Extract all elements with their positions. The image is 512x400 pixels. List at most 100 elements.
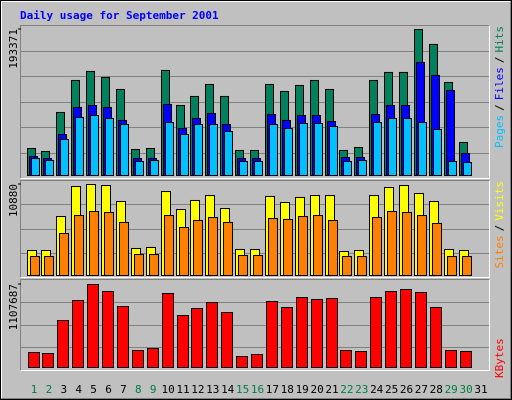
- x-tick-label: 11: [176, 383, 189, 396]
- bar: [194, 123, 203, 176]
- y-tick-label: 10880: [7, 184, 20, 217]
- x-tick-label: 26: [400, 383, 413, 396]
- bar: [236, 355, 248, 368]
- legend: Pages / Files / Hits: [493, 26, 506, 148]
- x-tick-label: 2: [46, 383, 53, 396]
- bar: [120, 123, 129, 176]
- bar: [415, 291, 427, 368]
- x-tick-label: 19: [296, 383, 309, 396]
- bar: [299, 122, 308, 176]
- panel-bevel: [20, 180, 490, 278]
- bar: [343, 160, 352, 176]
- legend: KBytes: [493, 338, 506, 378]
- x-tick-label: 6: [105, 383, 112, 396]
- bar: [370, 296, 382, 369]
- bar: [119, 221, 129, 276]
- bar: [191, 307, 203, 369]
- bar: [254, 160, 263, 176]
- x-tick-label: 27: [415, 383, 428, 396]
- bar: [447, 256, 457, 277]
- x-tick-label: 25: [385, 383, 398, 396]
- bar: [387, 211, 397, 276]
- bar: [102, 290, 114, 368]
- bar: [342, 256, 352, 277]
- bar: [134, 254, 144, 277]
- bar: [372, 217, 382, 277]
- bar: [251, 353, 263, 368]
- bar: [314, 122, 323, 176]
- bar: [44, 256, 54, 277]
- x-tick-label: 3: [60, 383, 67, 396]
- bar: [45, 159, 54, 176]
- bar: [206, 301, 218, 368]
- bar: [60, 138, 69, 176]
- x-tick-label: 7: [120, 383, 127, 396]
- bar: [266, 300, 278, 369]
- bar: [150, 159, 159, 176]
- bar: [283, 218, 293, 276]
- bar: [298, 216, 308, 277]
- bar: [132, 349, 144, 368]
- legend-entry: Visits: [493, 181, 506, 221]
- x-tick-label: 8: [135, 383, 142, 396]
- bar: [72, 299, 84, 368]
- bar: [269, 123, 278, 176]
- bar: [253, 255, 263, 277]
- panel-bevel: [20, 25, 490, 179]
- x-tick-label: 10: [161, 383, 174, 396]
- bar: [418, 121, 427, 176]
- bar: [358, 159, 367, 176]
- bar: [209, 123, 218, 176]
- bar: [179, 226, 189, 277]
- x-tick-label: 18: [281, 383, 294, 396]
- bar: [388, 117, 397, 176]
- bar: [28, 351, 40, 368]
- bar: [223, 221, 233, 276]
- bar: [87, 284, 99, 368]
- bar: [57, 319, 69, 369]
- bar: [105, 117, 114, 176]
- bar: [326, 297, 338, 368]
- x-tick-label: 13: [206, 383, 219, 396]
- bar: [355, 350, 367, 369]
- legend-entry: Pages: [493, 115, 506, 148]
- bar: [30, 256, 40, 277]
- bar: [430, 306, 442, 368]
- bar: [193, 219, 203, 276]
- bar: [462, 256, 472, 277]
- bar: [463, 161, 472, 177]
- bar: [400, 288, 412, 369]
- bar: [296, 296, 308, 369]
- bar: [433, 128, 442, 176]
- bar: [135, 160, 144, 176]
- bar: [385, 290, 397, 368]
- legend-entry: Files: [493, 67, 506, 100]
- legend-entry: KBytes: [493, 338, 506, 378]
- bar: [238, 255, 248, 277]
- bar: [432, 222, 442, 276]
- bar: [59, 233, 69, 276]
- bar: [313, 215, 323, 277]
- x-tick-label: 17: [266, 383, 279, 396]
- bar: [284, 127, 293, 176]
- bar: [75, 116, 84, 176]
- bar: [268, 218, 278, 277]
- x-tick-label: 30: [459, 383, 472, 396]
- bar: [74, 215, 84, 277]
- bar: [42, 352, 54, 368]
- bar: [402, 212, 412, 276]
- legend-separator: /: [493, 104, 506, 111]
- x-tick-label: 1: [31, 383, 38, 396]
- bar: [165, 121, 174, 176]
- x-tick-label: 9: [150, 383, 157, 396]
- x-tick-label: 14: [221, 383, 235, 396]
- x-tick-label: 16: [251, 383, 264, 396]
- x-tick-label: 12: [191, 383, 204, 396]
- x-tick-label: 4: [75, 383, 82, 396]
- x-tick-label: 15: [236, 383, 249, 396]
- x-tick-label: 23: [355, 383, 368, 396]
- bar: [460, 350, 472, 369]
